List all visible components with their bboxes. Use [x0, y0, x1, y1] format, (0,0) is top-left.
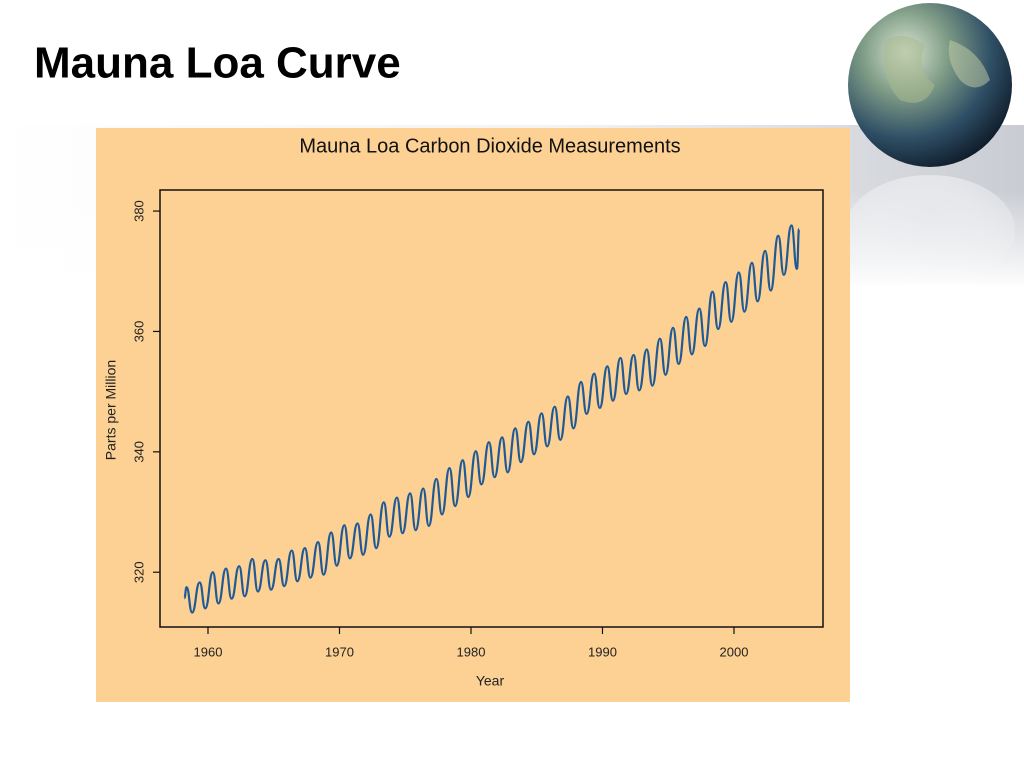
- slide-title: Mauna Loa Curve: [34, 39, 401, 88]
- y-tick-label: 380: [131, 200, 146, 222]
- globe-reflection: [845, 175, 1015, 285]
- x-tick-label: 1980: [457, 644, 486, 659]
- chart-panel: [96, 128, 850, 702]
- chart-title: Mauna Loa Carbon Dioxide Measurements: [299, 135, 680, 157]
- globe-land: [948, 40, 990, 88]
- y-tick-label: 360: [131, 321, 146, 343]
- x-tick-label: 1960: [194, 644, 223, 659]
- x-tick-label: 2000: [720, 644, 749, 659]
- globe-land: [884, 36, 935, 103]
- x-tick-label: 1970: [325, 644, 354, 659]
- y-tick-label: 340: [131, 441, 146, 463]
- co2-line: [183, 224, 801, 614]
- plot-frame: [159, 189, 824, 628]
- y-tick-label: 320: [131, 561, 146, 583]
- y-axis-label: Parts per Million: [103, 360, 119, 460]
- x-tick-label: 1990: [588, 644, 617, 659]
- x-axis-label: Year: [476, 673, 505, 689]
